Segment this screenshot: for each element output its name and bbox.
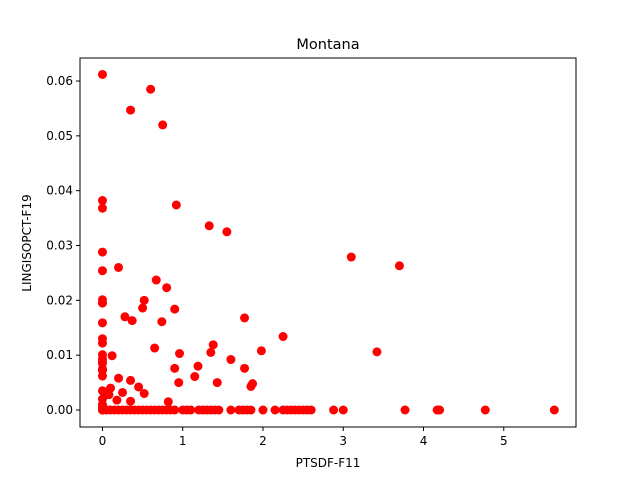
x-tick-label: 2 (259, 434, 267, 448)
data-point (114, 262, 124, 272)
data-point (270, 405, 280, 415)
data-point (97, 247, 107, 257)
data-point (107, 351, 117, 361)
data-point (126, 396, 136, 406)
data-point (338, 405, 348, 415)
data-point (97, 338, 107, 348)
data-point (329, 405, 339, 415)
data-point (240, 313, 250, 323)
data-point (400, 405, 410, 415)
data-point (97, 266, 107, 276)
x-axis-label: PTSDF-F11 (296, 456, 361, 470)
data-point (278, 332, 288, 342)
data-point (120, 312, 130, 322)
data-point (212, 378, 222, 388)
data-point (138, 303, 148, 313)
data-point (118, 387, 128, 397)
y-axis-ticks: 0.00 0.01 0.02 0.03 0.04 0.05 0.06 (46, 74, 80, 417)
data-point (549, 405, 559, 415)
data-point (193, 361, 203, 371)
data-point (204, 221, 214, 231)
data-point (114, 373, 124, 383)
data-point (170, 405, 180, 415)
data-point (226, 405, 236, 415)
x-tick-label: 4 (420, 434, 428, 448)
data-point (190, 372, 200, 382)
data-point (127, 316, 137, 326)
data-point (226, 355, 236, 365)
y-tick-label: 0.01 (46, 348, 73, 362)
data-point (256, 346, 266, 356)
data-point (97, 371, 107, 381)
data-point (175, 349, 185, 359)
data-point (163, 397, 173, 407)
data-point (174, 378, 184, 388)
data-point (394, 261, 404, 271)
plot-area (80, 58, 576, 427)
x-tick-label: 1 (179, 434, 187, 448)
data-point (151, 275, 161, 285)
data-point (150, 343, 160, 353)
data-point (246, 405, 256, 415)
data-point (97, 318, 107, 328)
chart-title: Montana (296, 37, 359, 53)
data-point (258, 405, 268, 415)
x-tick-label: 3 (339, 434, 347, 448)
data-point (162, 283, 172, 293)
plot-frame (79, 57, 577, 428)
data-point (346, 252, 356, 262)
data-point (435, 405, 445, 415)
data-point (480, 405, 490, 415)
data-point (170, 363, 180, 373)
data-point (126, 375, 136, 385)
data-point (171, 200, 181, 210)
data-point (97, 196, 107, 206)
data-point (104, 390, 114, 400)
data-point (97, 298, 107, 308)
data-point (222, 227, 232, 237)
data-point (158, 120, 168, 130)
data-point (372, 347, 382, 357)
data-point (139, 389, 149, 399)
data-point (97, 203, 107, 213)
data-point (157, 317, 167, 327)
data-point (208, 340, 218, 350)
y-tick-label: 0.03 (46, 239, 73, 253)
data-point (306, 405, 316, 415)
data-point (186, 405, 196, 415)
data-point (97, 69, 107, 79)
y-tick-label: 0.00 (46, 403, 73, 417)
data-point (112, 395, 122, 405)
data-points (97, 69, 559, 415)
y-tick-label: 0.04 (46, 184, 73, 198)
data-point (246, 381, 256, 391)
data-point (126, 105, 136, 115)
data-point (139, 295, 149, 305)
y-tick-label: 0.05 (46, 129, 73, 143)
data-point (240, 363, 250, 373)
data-point (170, 304, 180, 314)
data-point (134, 382, 144, 392)
data-point (214, 405, 224, 415)
data-point (206, 347, 216, 357)
x-axis-ticks: 0 1 2 3 4 5 (99, 427, 508, 448)
y-axis-label: LINGISOPCT-F19 (20, 194, 34, 291)
x-tick-label: 0 (99, 434, 107, 448)
y-tick-label: 0.06 (46, 74, 73, 88)
x-tick-label: 5 (500, 434, 508, 448)
y-tick-label: 0.02 (46, 293, 73, 307)
data-point (146, 84, 156, 94)
